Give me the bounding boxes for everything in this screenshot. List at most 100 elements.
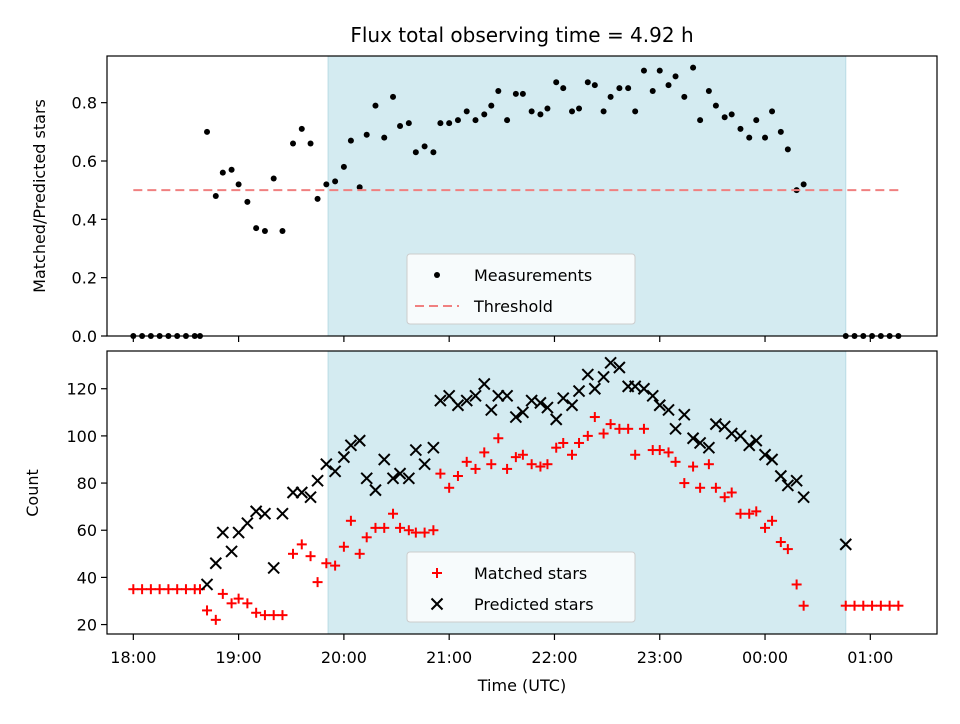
predicted-star-x-b [328, 465, 342, 478]
legend-marker-measurements [434, 272, 440, 278]
matched-star-point-58 [605, 419, 616, 430]
predicted-star-point-66 [743, 439, 756, 452]
matched-star-point-39 [452, 470, 463, 481]
measurement-point-87 [877, 333, 884, 339]
measurement-point-85 [860, 333, 867, 339]
predicted-star-point-38 [516, 406, 530, 419]
matched-star-point-60 [623, 423, 634, 434]
matched-star-point-83 [840, 600, 851, 611]
matched-star-point-88 [884, 600, 895, 611]
measurement-point-9 [204, 128, 211, 135]
predicted-star-x-b [604, 356, 617, 369]
predicted-star-point-21 [378, 453, 391, 466]
measurement-point-37 [437, 120, 444, 127]
predicted-star-point-54 [646, 389, 659, 403]
measurement-point-34 [412, 149, 419, 156]
matched-star-point-17 [268, 610, 279, 621]
measurement-point-26 [347, 137, 354, 144]
predicted-star-point-40 [534, 396, 547, 410]
legend-label-0-0: Measurements [474, 266, 592, 285]
measurement-point-64 [656, 67, 663, 74]
matched-star-point-75 [744, 508, 755, 519]
matched-star-point-87 [875, 600, 886, 611]
predicted-star-x-b [258, 507, 272, 520]
predicted-star-x-b [500, 389, 514, 403]
measurement-point-44 [495, 88, 502, 94]
matched-star-point-24 [330, 560, 341, 571]
predicted-star-point-7 [258, 507, 272, 520]
predicted-star-point-59 [686, 432, 700, 445]
predicted-star-point-72 [790, 474, 803, 487]
measurement-point-7 [191, 333, 198, 339]
predicted-star-point-52 [628, 380, 642, 393]
predicted-star-x-b [702, 441, 716, 454]
measurement-point-46 [512, 90, 519, 97]
measurement-point-63 [649, 88, 656, 94]
predicted-star-point-20 [369, 483, 382, 497]
measurement-point-89 [895, 333, 902, 339]
measurement-point-23 [323, 181, 330, 188]
top-y-axis-label: Matched/Predicted stars [30, 99, 49, 293]
predicted-star-x-b [718, 420, 731, 433]
measurement-point-19 [290, 140, 297, 147]
matched-star-point-27 [354, 548, 365, 559]
matched-star-point-47 [517, 449, 528, 460]
matched-star-point-44 [493, 433, 504, 444]
predicted-star-x-b [557, 391, 570, 405]
predicted-star-x-b [725, 427, 738, 440]
measurement-point-11 [219, 169, 226, 176]
matched-star-point-66 [670, 456, 681, 467]
predicted-star-x-b [353, 434, 366, 447]
measurement-point-55 [584, 79, 591, 86]
predicted-star-x-b [267, 561, 280, 575]
predicted-star-point-25 [409, 443, 423, 457]
predicted-star-point-14 [320, 457, 333, 471]
x-axis-label: Time (UTC) [477, 676, 566, 695]
predicted-star-point-39 [525, 394, 538, 407]
matched-star-point-6 [180, 584, 191, 595]
y-tick-label-1-3: 80 [77, 474, 97, 493]
measurement-point-62 [640, 67, 647, 74]
matched-star-point-10 [210, 614, 221, 625]
measurement-point-52 [560, 85, 567, 92]
measurement-point-33 [405, 120, 412, 127]
predicted-star-x-b [581, 368, 595, 381]
matched-star-point-38 [444, 482, 455, 493]
predicted-star-point-46 [581, 368, 595, 381]
predicted-star-point-50 [613, 361, 626, 374]
predicted-star-point-22 [386, 472, 400, 485]
x-tick-label-1-5: 23:00 [637, 648, 683, 667]
predicted-star-point-70 [774, 469, 788, 483]
predicted-star-x-b [386, 472, 400, 485]
predicted-star-point-69 [765, 453, 779, 466]
x-tick-label-1-4: 22:00 [531, 648, 577, 667]
matched-star-point-52 [558, 437, 569, 448]
predicted-star-point-41 [541, 401, 554, 414]
predicted-star-point-71 [781, 479, 795, 492]
y-tick-label-0-1: 0.2 [72, 269, 97, 288]
x-tick-label-1-1: 19:00 [216, 648, 262, 667]
legend-1: Matched stars Predicted stars [406, 551, 636, 623]
legend-label-1-1: Predicted stars [474, 595, 594, 614]
predicted-star-x-b [572, 384, 586, 398]
predicted-star-point-55 [653, 399, 666, 412]
predicted-star-x-b [304, 491, 317, 504]
predicted-star-x-b [790, 474, 803, 487]
matched-star-point-50 [542, 459, 553, 470]
predicted-star-x-b [460, 394, 473, 407]
legend-0: Measurements Threshold [406, 253, 636, 325]
predicted-star-point-36 [500, 389, 514, 403]
measurement-point-49 [537, 111, 544, 118]
y-tick-label-0-0: 0.0 [72, 327, 97, 346]
legend-label-0-1: Threshold [473, 297, 553, 316]
predicted-star-x-b [781, 479, 795, 492]
measurement-point-42 [481, 111, 488, 118]
y-tick-label-1-5: 120 [66, 380, 97, 399]
measurement-point-51 [553, 79, 560, 86]
predicted-star-x-b [797, 491, 810, 504]
predicted-star-x-b [378, 453, 391, 466]
measurement-point-47 [519, 90, 526, 97]
predicted-star-x-b [344, 439, 358, 452]
bottom-panel: 20 40 60 80 100 120 18:00 19:00 20:00 21:00 22:00 2… [66, 350, 938, 667]
measurement-point-56 [591, 82, 598, 89]
